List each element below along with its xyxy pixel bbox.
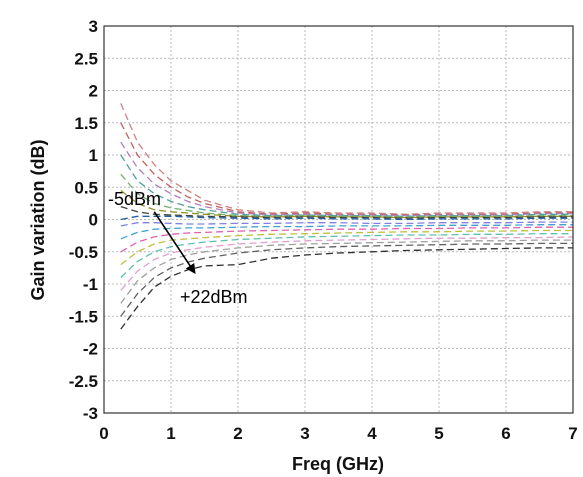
y-tick-label: -2.5 — [69, 372, 98, 391]
x-tick-label: 4 — [367, 424, 377, 443]
y-tick-label: 3 — [89, 17, 98, 36]
y-axis-label: Gain variation (dB) — [28, 139, 48, 300]
annotation-plus-22dbm: +22dBm — [180, 287, 248, 307]
series-line-0 — [120, 103, 573, 215]
plot-frame — [103, 25, 574, 414]
y-tick-label: 0.5 — [74, 178, 98, 197]
x-tick-label: 1 — [166, 424, 175, 443]
y-tick-label: -2 — [83, 340, 98, 359]
series-line-1 — [120, 122, 573, 216]
x-tick-labels: 0 1 2 3 4 5 6 7 — [99, 424, 577, 443]
y-tick-label: 2.5 — [74, 49, 98, 68]
series-line-11 — [120, 229, 573, 266]
y-tick-label: 0 — [89, 211, 98, 230]
series-line-5 — [120, 189, 573, 219]
y-tick-label: -0.5 — [69, 243, 98, 262]
series-line-8 — [120, 221, 573, 227]
y-tick-label: 1.5 — [74, 114, 98, 133]
grid-lines — [103, 25, 574, 414]
series-line-6 — [120, 205, 573, 219]
power-sweep-arrow — [153, 211, 196, 275]
series-lines — [120, 103, 574, 330]
y-tick-label: -3 — [83, 404, 98, 423]
annotation-minus-5dbm: -5dBm — [108, 189, 161, 209]
x-axis-label: Freq (GHz) — [292, 454, 384, 474]
y-tick-labels: 3 2.5 2 1.5 1 0.5 0 -0.5 -1 -1.5 -2 -2.5 -3 — [69, 17, 98, 423]
series-line-16 — [120, 247, 573, 330]
series-line-10 — [120, 226, 573, 253]
x-tick-label: 0 — [99, 424, 108, 443]
series-line-4 — [120, 173, 573, 218]
x-tick-label: 2 — [233, 424, 242, 443]
x-tick-label: 7 — [568, 424, 577, 443]
series-line-7 — [120, 215, 573, 221]
series-line-2 — [120, 141, 573, 217]
series-line-14 — [120, 239, 573, 304]
series-line-15 — [120, 242, 573, 317]
series-line-13 — [120, 236, 574, 291]
x-tick-label: 6 — [501, 424, 510, 443]
series-line-12 — [120, 233, 573, 278]
series-line-3 — [120, 154, 573, 217]
y-tick-label: 1 — [89, 146, 98, 165]
y-tick-label: -1 — [83, 275, 98, 294]
y-tick-label: -1.5 — [69, 307, 98, 326]
y-tick-label: 2 — [89, 82, 98, 101]
x-tick-label: 5 — [434, 424, 443, 443]
x-tick-label: 3 — [300, 424, 309, 443]
